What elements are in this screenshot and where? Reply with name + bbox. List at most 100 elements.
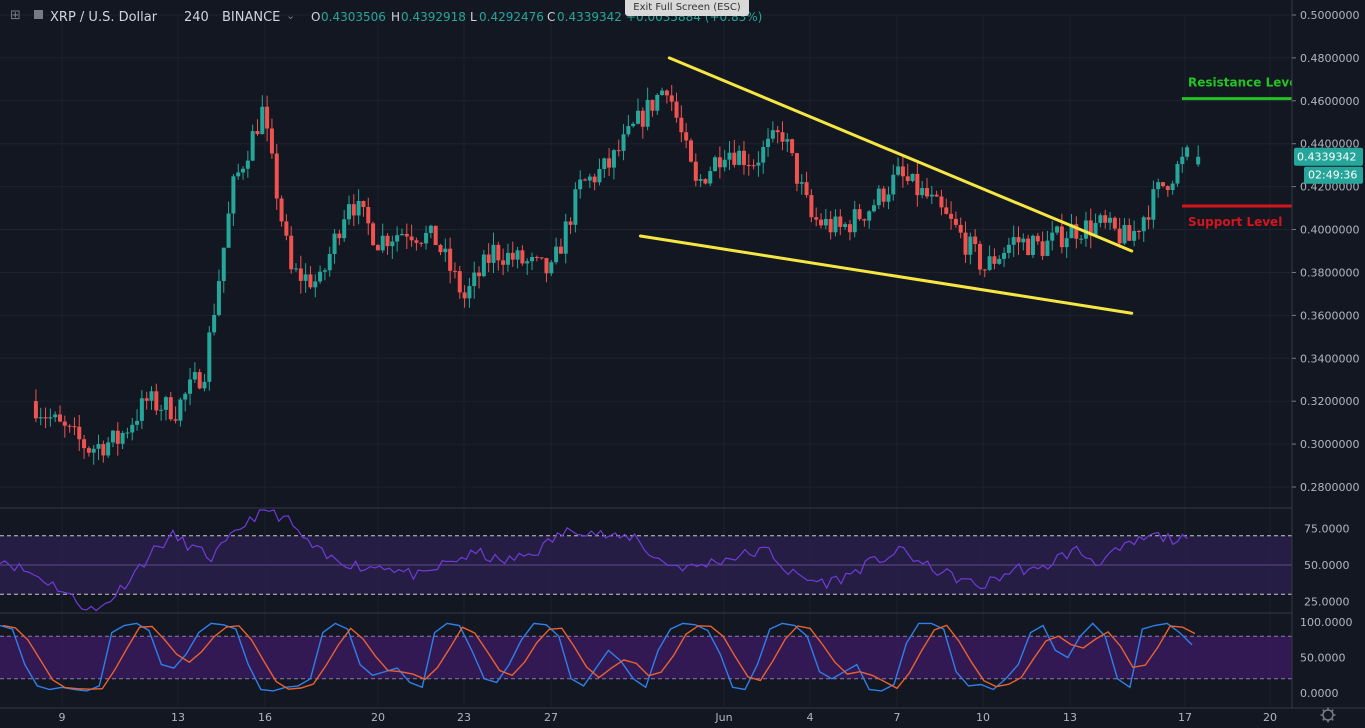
candle-body bbox=[313, 281, 318, 288]
candle-body bbox=[900, 166, 905, 177]
candle-body bbox=[640, 110, 645, 127]
candle-body bbox=[924, 188, 929, 197]
candle-body bbox=[110, 430, 115, 443]
candle-body bbox=[202, 381, 207, 389]
ohlc-close: 0.4339342 bbox=[557, 10, 622, 24]
candle-body bbox=[356, 200, 361, 216]
candle-body bbox=[655, 94, 660, 111]
rsi-axis-label: 50.0000 bbox=[1304, 559, 1350, 572]
candle-body bbox=[573, 189, 578, 225]
candle-body bbox=[255, 131, 260, 135]
trendline bbox=[667, 56, 1134, 253]
symbol-name[interactable]: XRP / U.S. Dollar bbox=[50, 10, 158, 25]
time-axis-label: 23 bbox=[457, 711, 471, 724]
candle-body bbox=[38, 417, 43, 419]
price-axis-label: 0.5000000 bbox=[1300, 9, 1360, 22]
candle-body bbox=[713, 157, 718, 172]
candle-body bbox=[183, 393, 188, 400]
candle-body bbox=[833, 216, 838, 233]
candle-body bbox=[452, 270, 457, 272]
candle-body bbox=[987, 256, 992, 270]
candle-body bbox=[159, 409, 164, 411]
candle-body bbox=[1175, 164, 1180, 184]
stoch-axis-label: 50.0000 bbox=[1300, 652, 1346, 665]
candle-body bbox=[67, 425, 72, 427]
time-axis-label: 20 bbox=[1263, 711, 1277, 724]
interval-label[interactable]: 240 bbox=[184, 10, 209, 25]
candle-body bbox=[390, 241, 395, 247]
time-axis-label: 4 bbox=[807, 711, 814, 724]
candle-body bbox=[380, 235, 385, 251]
candle-body bbox=[279, 198, 284, 222]
candle-body bbox=[1055, 226, 1060, 233]
candle-body bbox=[1069, 224, 1074, 239]
candle-body bbox=[371, 223, 376, 246]
candle-body bbox=[226, 213, 231, 248]
candle-body bbox=[361, 200, 366, 208]
candle-body bbox=[520, 250, 525, 264]
expand-icon[interactable]: ⊞ bbox=[10, 8, 21, 23]
candle-body bbox=[496, 244, 501, 261]
candle-body bbox=[1064, 238, 1069, 248]
chevron-down-icon[interactable]: ⌄ bbox=[286, 9, 296, 22]
time-axis-label: 13 bbox=[171, 711, 185, 724]
candle-body bbox=[1161, 182, 1166, 187]
candle-body bbox=[139, 398, 144, 421]
candle-body bbox=[216, 281, 221, 315]
exit-fullscreen-button[interactable]: Exit Full Screen (ESC) bbox=[625, 0, 749, 16]
price-axis-label: 0.3200000 bbox=[1300, 395, 1360, 408]
time-axis-label: 16 bbox=[258, 711, 272, 724]
price-axis-label: 0.4800000 bbox=[1300, 52, 1360, 65]
candle-body bbox=[1165, 186, 1170, 191]
price-axis bbox=[1292, 0, 1365, 728]
candle-body bbox=[424, 232, 429, 244]
candle-body bbox=[188, 379, 193, 394]
candle-body bbox=[751, 165, 756, 167]
candle-body bbox=[178, 399, 183, 421]
candle-body bbox=[645, 99, 650, 127]
resistance-label: Resistance Level bbox=[1188, 76, 1301, 90]
candle-body bbox=[949, 213, 954, 219]
candle-body bbox=[289, 235, 294, 270]
candle-body bbox=[703, 179, 708, 184]
candle-body bbox=[876, 188, 881, 206]
candle-body bbox=[727, 152, 732, 160]
candle-body bbox=[481, 254, 486, 277]
candle-body bbox=[558, 246, 563, 254]
candle-body bbox=[120, 432, 125, 444]
time-axis-label: 27 bbox=[544, 711, 558, 724]
candle-body bbox=[269, 128, 274, 154]
candle-body bbox=[539, 257, 544, 259]
candle-body bbox=[1040, 241, 1045, 256]
candle-body bbox=[775, 130, 780, 133]
candle-body bbox=[592, 176, 597, 183]
candle-body bbox=[1108, 217, 1113, 223]
candle-body bbox=[544, 258, 549, 274]
time-axis-label: 20 bbox=[371, 711, 385, 724]
candle-body bbox=[1011, 237, 1016, 245]
candle-body bbox=[231, 176, 236, 214]
symbol-square-icon bbox=[34, 10, 43, 19]
candle-body bbox=[804, 182, 809, 196]
candle-body bbox=[597, 168, 602, 183]
candle-body bbox=[953, 218, 958, 225]
candle-body bbox=[684, 132, 689, 141]
rsi-line bbox=[0, 509, 1188, 612]
candle-body bbox=[149, 391, 154, 401]
candle-body bbox=[982, 269, 987, 271]
candle-body bbox=[1112, 217, 1117, 229]
candle-body bbox=[852, 209, 857, 233]
time-axis-label: 13 bbox=[1063, 711, 1077, 724]
trendline bbox=[638, 234, 1134, 315]
candle-body bbox=[578, 179, 583, 190]
gear-icon[interactable] bbox=[1320, 707, 1336, 723]
countdown-tag bbox=[1304, 166, 1363, 184]
candle-body bbox=[342, 219, 347, 239]
candle-body bbox=[1083, 220, 1088, 239]
candle-body bbox=[318, 271, 323, 282]
candle-body bbox=[337, 233, 342, 239]
candle-body bbox=[857, 209, 862, 220]
candle-body bbox=[443, 248, 448, 253]
candle-body bbox=[756, 162, 761, 166]
